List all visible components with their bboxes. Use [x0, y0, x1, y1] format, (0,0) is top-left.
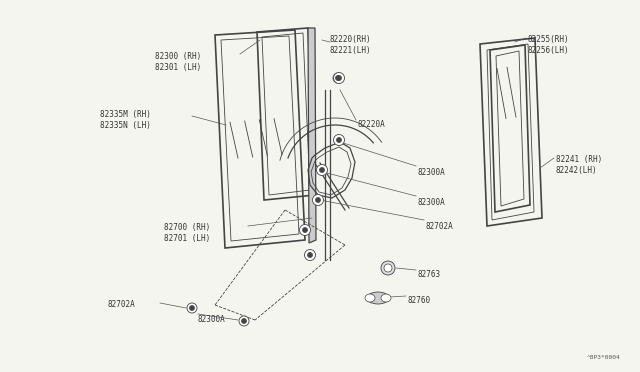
Text: 82335M (RH): 82335M (RH)	[100, 110, 151, 119]
Circle shape	[381, 261, 395, 275]
Circle shape	[333, 135, 344, 145]
Circle shape	[307, 253, 312, 257]
Text: 82700 (RH): 82700 (RH)	[164, 223, 211, 232]
Circle shape	[316, 198, 321, 202]
Text: 82242(LH): 82242(LH)	[556, 166, 598, 175]
Text: 82255(RH): 82255(RH)	[528, 35, 570, 44]
Circle shape	[333, 73, 343, 83]
Circle shape	[335, 76, 340, 80]
Circle shape	[312, 195, 323, 205]
Ellipse shape	[365, 294, 375, 302]
Text: 82220A: 82220A	[357, 120, 385, 129]
Text: 82221(LH): 82221(LH)	[330, 46, 372, 55]
Circle shape	[337, 138, 342, 142]
Text: 82335N (LH): 82335N (LH)	[100, 121, 151, 130]
Circle shape	[384, 264, 392, 272]
Ellipse shape	[367, 292, 389, 304]
Text: 82760: 82760	[408, 296, 431, 305]
Circle shape	[187, 303, 197, 313]
Text: ^8P3*0004: ^8P3*0004	[587, 355, 621, 360]
Text: 82300A: 82300A	[418, 198, 445, 207]
Circle shape	[317, 164, 328, 176]
Text: 82300A: 82300A	[418, 168, 445, 177]
Text: 82256(LH): 82256(LH)	[528, 46, 570, 55]
Circle shape	[239, 316, 249, 326]
Text: 82220(RH): 82220(RH)	[330, 35, 372, 44]
Text: 82300 (RH): 82300 (RH)	[155, 52, 201, 61]
Text: 82300A: 82300A	[198, 315, 226, 324]
Ellipse shape	[381, 294, 391, 302]
Circle shape	[333, 73, 344, 83]
Polygon shape	[308, 28, 316, 243]
Text: 82763: 82763	[418, 270, 441, 279]
Circle shape	[189, 305, 195, 311]
Circle shape	[300, 224, 310, 235]
Circle shape	[241, 318, 246, 324]
Text: 82301 (LH): 82301 (LH)	[155, 63, 201, 72]
Text: 82702A: 82702A	[426, 222, 454, 231]
Text: 82702A: 82702A	[108, 300, 136, 309]
Text: 82701 (LH): 82701 (LH)	[164, 234, 211, 243]
Circle shape	[305, 250, 316, 260]
Circle shape	[337, 76, 342, 80]
Circle shape	[303, 228, 307, 232]
Text: 82241 (RH): 82241 (RH)	[556, 155, 602, 164]
Circle shape	[319, 167, 324, 173]
